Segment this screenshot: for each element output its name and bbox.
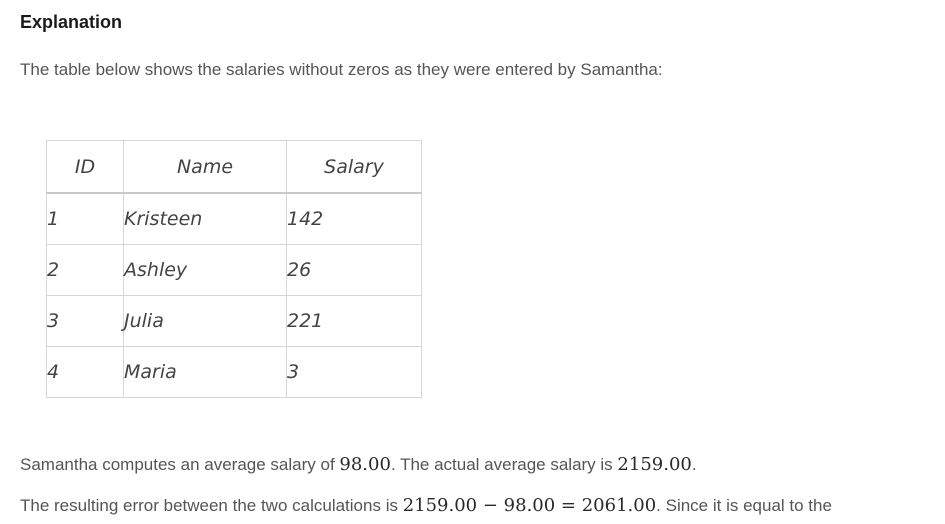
cell-name: Kristeen (123, 192, 287, 245)
error-paragraph: The resulting error between the two calc… (20, 495, 832, 516)
cell-id: 1 (46, 192, 124, 245)
table-row: 1 Kristeen 142 (46, 192, 422, 245)
table-row: 2 Ashley 26 (46, 244, 422, 296)
cell-salary: 142 (286, 192, 422, 245)
cell-id: 4 (46, 346, 124, 398)
error-equation: 2159.00 − 98.00 = 2061.00 (402, 495, 657, 516)
para2-text-1: The resulting error between the two calc… (20, 496, 403, 515)
cell-salary: 3 (286, 346, 422, 398)
cell-name: Maria (123, 346, 287, 398)
salaries-table: ID Name Salary 1 Kristeen 142 2 Ashley 2… (46, 140, 422, 398)
cell-name: Julia (123, 295, 287, 347)
table-header-row: ID Name Salary (46, 140, 422, 194)
para2-text-2: . Since it is equal to the (656, 496, 832, 515)
section-heading: Explanation (20, 12, 123, 32)
intro-text: The table below shows the salaries witho… (20, 60, 663, 79)
header-salary: Salary (286, 140, 422, 194)
average-salary-paragraph: Samantha computes an average salary of 9… (20, 454, 697, 475)
miscalculated-average: 98.00 (339, 454, 391, 475)
header-id: ID (46, 140, 124, 194)
table-row: 4 Maria 3 (46, 346, 422, 398)
cell-id: 2 (46, 244, 124, 296)
para1-text-2: . The actual average salary is (390, 455, 618, 474)
para1-text-1: Samantha computes an average salary of (20, 455, 340, 474)
cell-salary: 221 (286, 295, 422, 347)
table-row: 3 Julia 221 (46, 295, 422, 347)
para1-text-3: . (691, 455, 697, 474)
actual-average: 2159.00 (617, 454, 692, 475)
header-name: Name (123, 140, 287, 194)
cell-name: Ashley (123, 244, 287, 296)
cell-salary: 26 (286, 244, 422, 296)
cell-id: 3 (46, 295, 124, 347)
